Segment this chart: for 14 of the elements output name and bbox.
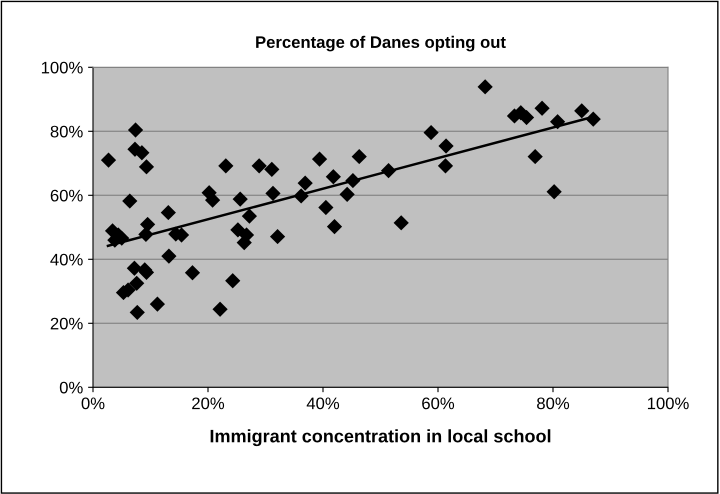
x-tick-label: 80% [537,397,570,410]
x-axis-title: Immigrant concentration in local school [210,429,550,446]
y-tick-label: 20% [50,318,83,330]
chart-title: Percentage of Danes opting out [256,36,506,52]
y-tick-label: 0% [60,382,83,394]
x-tick-label: 20% [192,397,224,410]
y-tick-label: 40% [50,254,83,266]
x-tick-label: 0% [82,397,104,410]
y-tick-label: 100% [42,62,83,74]
x-tick-label: 60% [422,397,454,410]
y-tick-label: 60% [50,190,83,202]
x-tick-label: 40% [306,397,340,410]
y-tick-label: 80% [50,126,83,138]
x-tick-label: 100% [648,397,689,410]
